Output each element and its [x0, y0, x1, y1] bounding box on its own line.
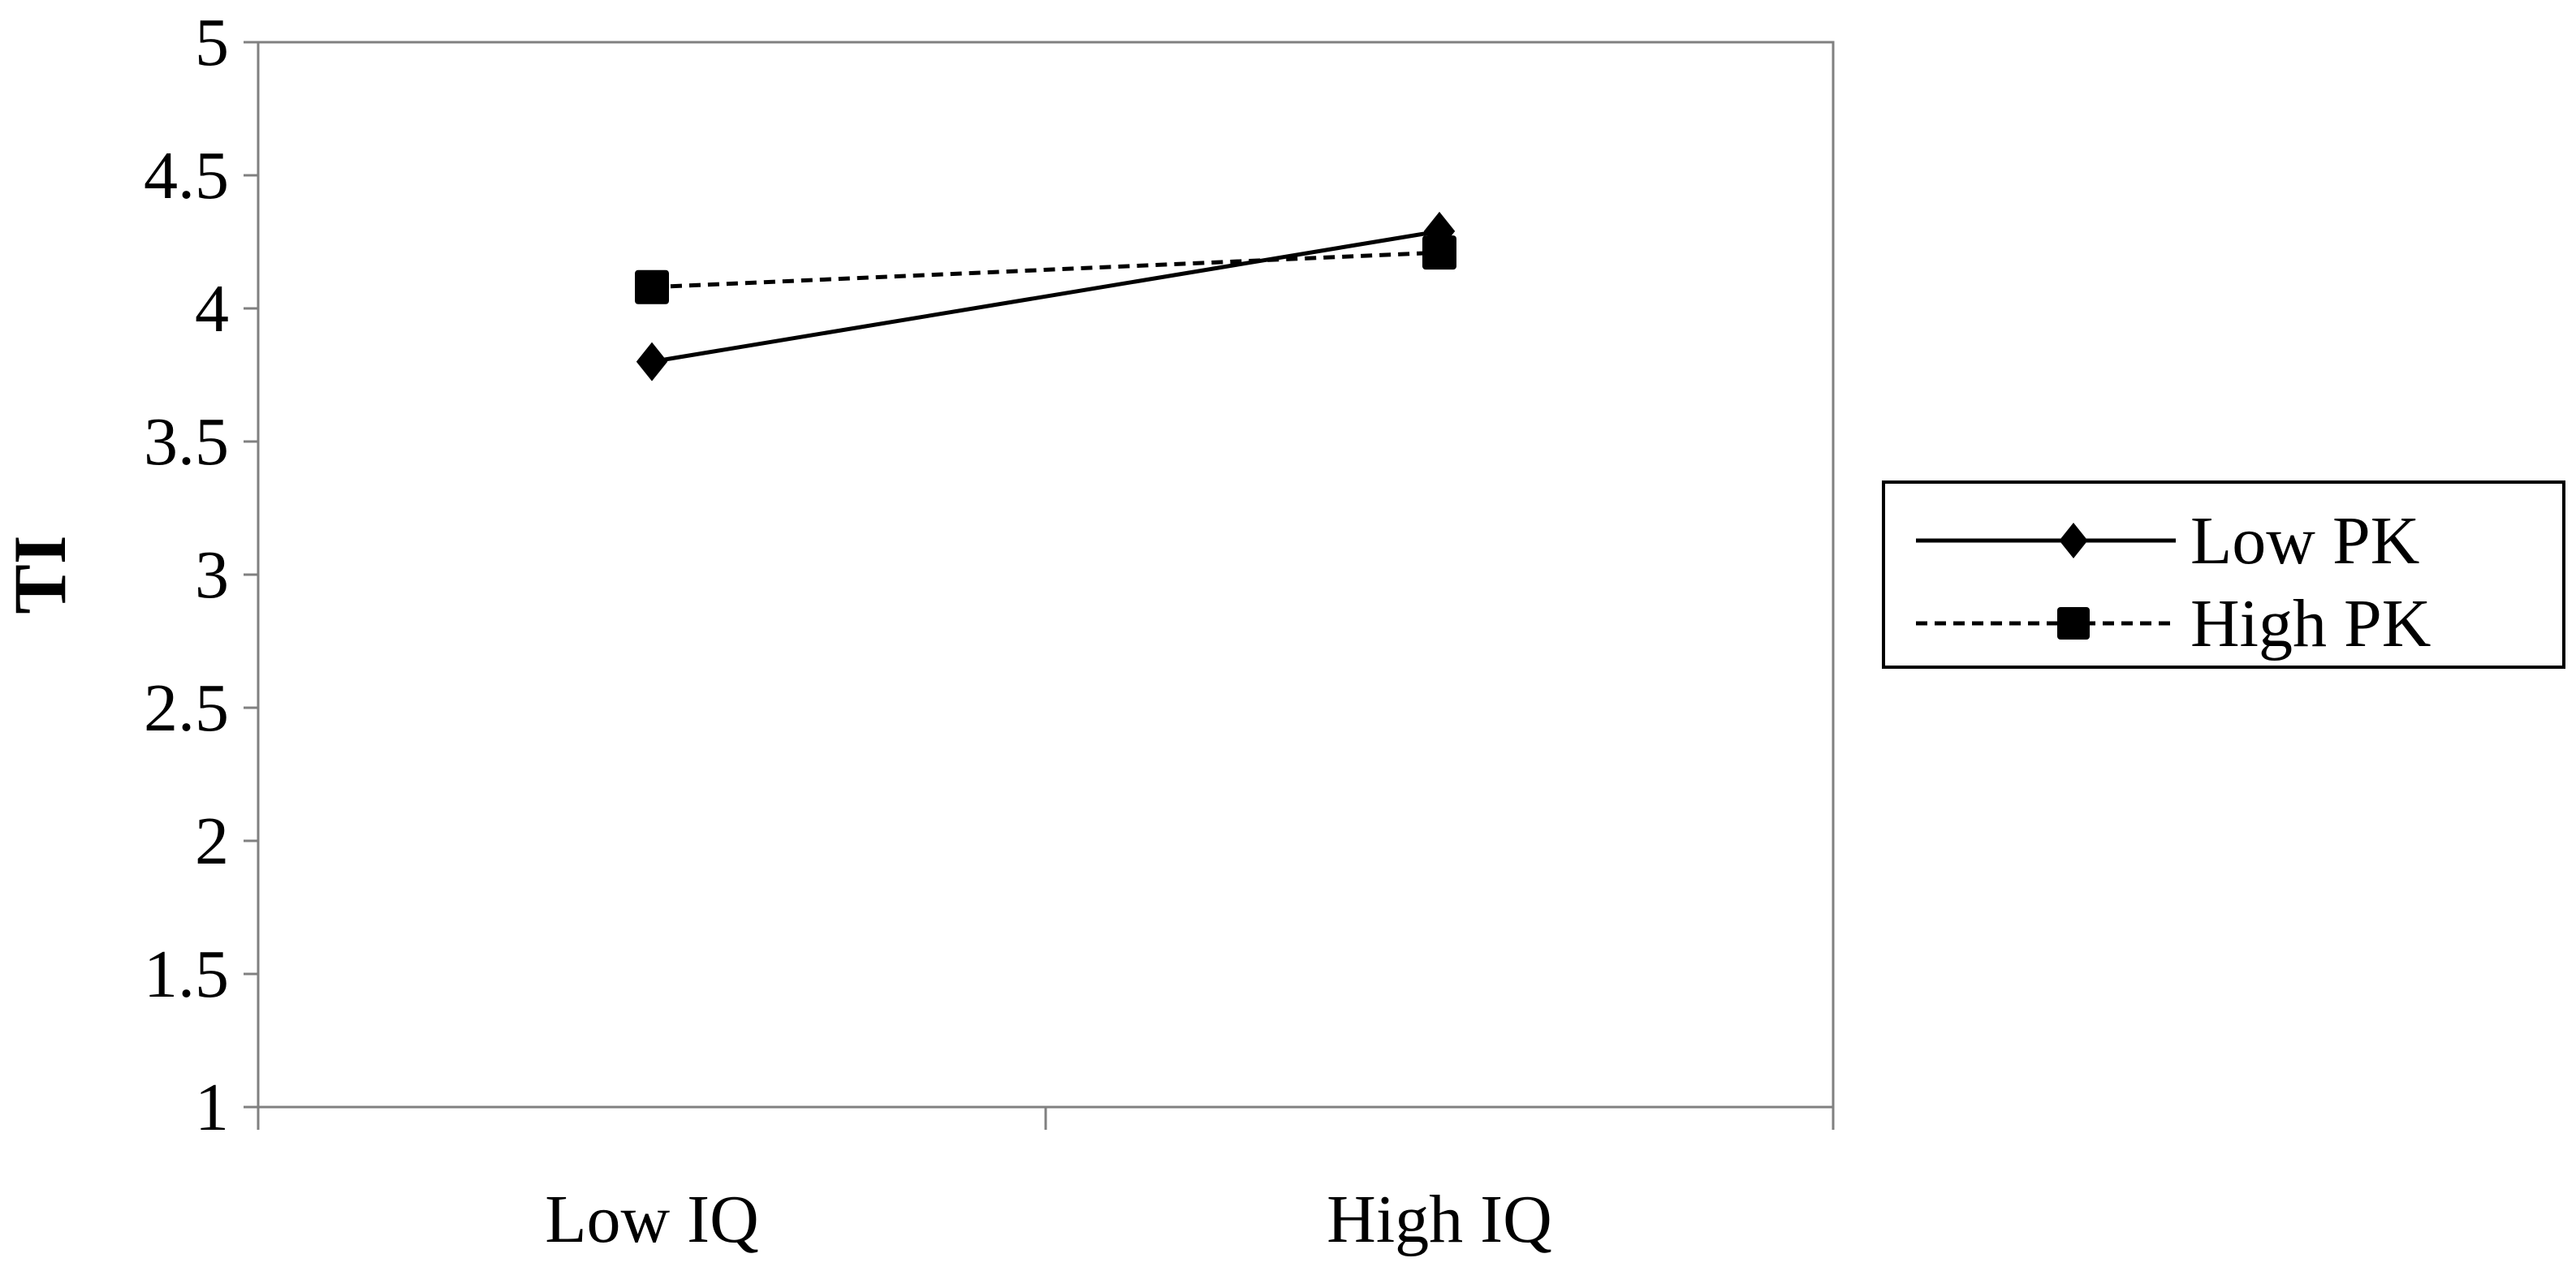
x-axis: Low IQ High IQ — [257, 1107, 1835, 1257]
y-tick-label: 2 — [195, 804, 229, 879]
legend-marker — [2059, 523, 2088, 558]
series-layer — [635, 211, 1456, 381]
data-point — [1423, 211, 1456, 251]
y-axis-title: TI — [0, 535, 81, 614]
y-tick-label: 3.5 — [144, 404, 229, 480]
y-tick-label: 3 — [195, 537, 229, 613]
data-point — [635, 269, 669, 304]
x-tick-label: High IQ — [1327, 1182, 1552, 1257]
legend-label: Low PK — [2190, 503, 2419, 579]
legend-box — [1882, 480, 2565, 669]
series-line — [651, 250, 1440, 290]
legend-marker — [2057, 607, 2090, 640]
data-point — [636, 342, 668, 381]
plot-area — [257, 41, 1835, 1109]
y-tick-label: 1.5 — [144, 937, 229, 1012]
y-tick-label: 1 — [195, 1070, 229, 1145]
y-tick-label: 5 — [195, 5, 229, 80]
y-tick-label: 4.5 — [144, 138, 229, 213]
x-tick-label: Low IQ — [545, 1182, 759, 1257]
data-point — [1422, 235, 1456, 270]
y-axis: 1 1.5 2 2.5 3 3.5 4 4.5 5 — [144, 5, 258, 1145]
y-tick-label: 4 — [195, 271, 229, 347]
legend-label: High PK — [2190, 586, 2431, 661]
series-line — [651, 229, 1440, 364]
y-tick-label: 2.5 — [144, 670, 229, 746]
